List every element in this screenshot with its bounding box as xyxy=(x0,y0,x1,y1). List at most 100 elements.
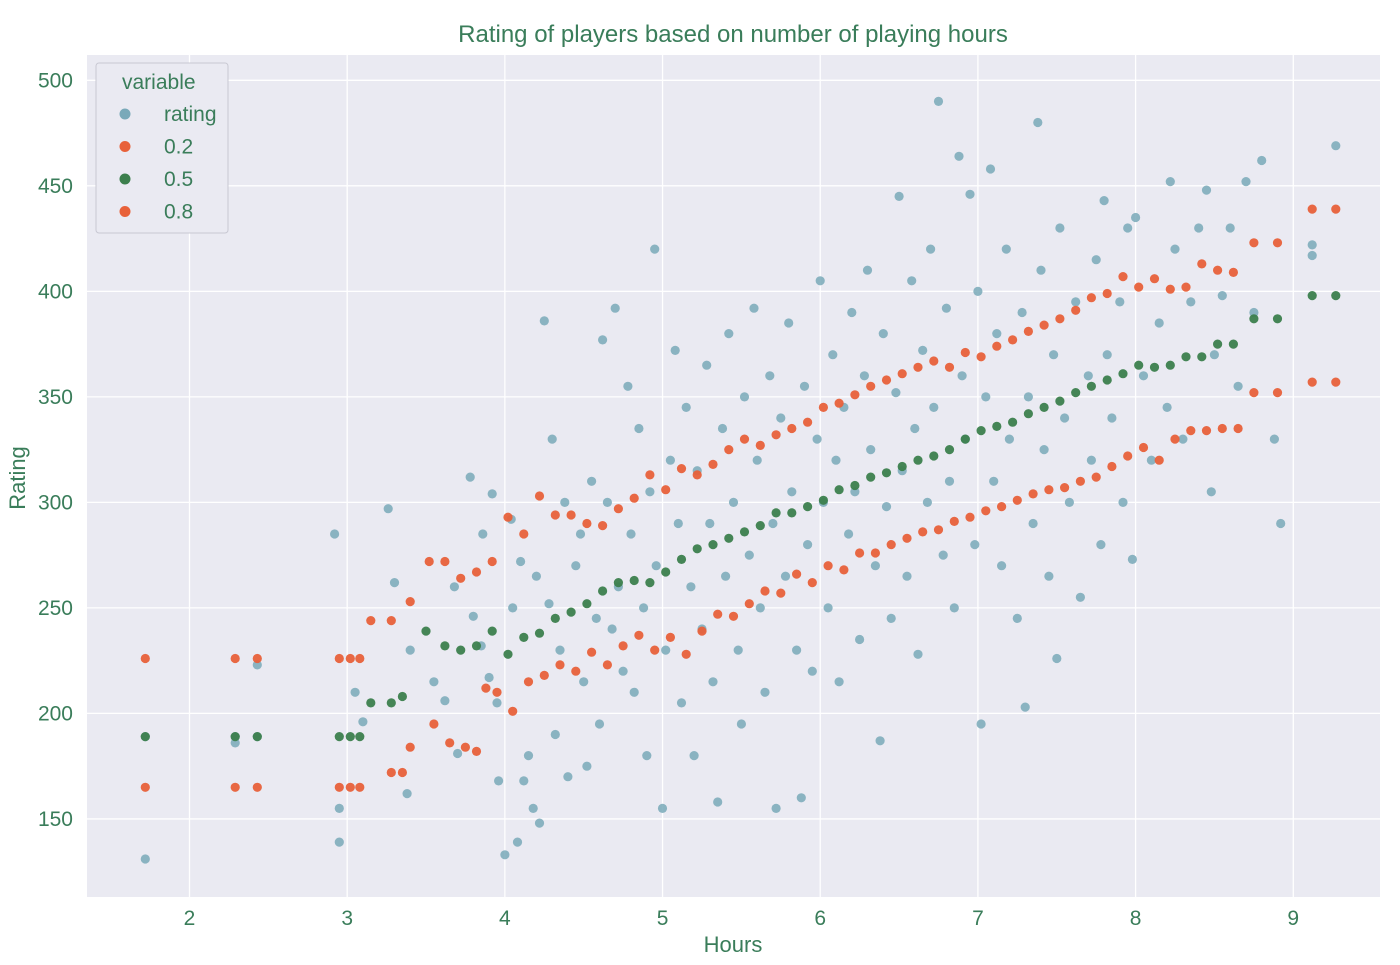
point-0-8 xyxy=(850,390,860,400)
point-0-2 xyxy=(523,677,534,687)
point-0-5 xyxy=(676,554,687,565)
point-rating xyxy=(550,729,560,740)
point-rating xyxy=(1165,177,1175,187)
point-rating xyxy=(1162,402,1172,412)
point-rating xyxy=(752,455,762,465)
point-rating xyxy=(623,381,633,391)
x-tick-label: 4 xyxy=(499,907,511,930)
point-rating xyxy=(449,582,459,592)
legend-box xyxy=(95,62,229,234)
point-0-8 xyxy=(1165,284,1175,294)
point-rating xyxy=(657,803,668,814)
point-0-2 xyxy=(728,611,739,621)
point-0-5 xyxy=(929,451,939,461)
point-rating xyxy=(965,189,975,199)
point-rating xyxy=(1269,434,1279,444)
point-0-8 xyxy=(424,556,434,567)
point-0-8 xyxy=(1023,326,1033,336)
point-0-5 xyxy=(1165,360,1175,370)
point-rating xyxy=(555,645,565,655)
point-0-8 xyxy=(1272,238,1283,248)
point-rating xyxy=(1146,455,1156,465)
point-0-2 xyxy=(997,502,1007,512)
point-rating xyxy=(453,748,463,759)
x-axis-label: Hours xyxy=(704,932,763,957)
point-rating xyxy=(1052,653,1062,664)
point-0-8 xyxy=(440,556,450,567)
point-rating xyxy=(803,540,813,550)
point-rating xyxy=(705,518,715,529)
point-rating xyxy=(944,476,955,486)
y-tick-label: 350 xyxy=(38,386,73,409)
point-0-8 xyxy=(487,556,497,567)
point-rating xyxy=(973,286,983,296)
point-rating xyxy=(534,818,545,828)
point-0-8 xyxy=(405,597,415,607)
point-0-8 xyxy=(503,512,513,522)
point-0-8 xyxy=(1307,204,1317,214)
point-rating xyxy=(405,645,415,655)
point-0-8 xyxy=(629,493,639,503)
point-rating xyxy=(728,497,739,507)
legend-label: 0.2 xyxy=(164,136,193,159)
point-rating xyxy=(1118,497,1128,507)
point-rating xyxy=(334,837,344,847)
point-0-2 xyxy=(539,670,549,681)
point-rating xyxy=(639,603,649,613)
point-0-5 xyxy=(913,455,923,465)
point-rating xyxy=(1086,455,1096,465)
point-0-2 xyxy=(140,782,150,792)
point-rating xyxy=(651,561,661,571)
point-0-5 xyxy=(944,445,955,455)
legend-marker xyxy=(119,206,131,217)
point-rating xyxy=(1276,518,1286,529)
x-tick-label: 7 xyxy=(972,907,984,930)
point-0-2 xyxy=(1091,472,1101,482)
point-rating xyxy=(922,497,933,507)
point-0-5 xyxy=(629,575,639,586)
point-0-2 xyxy=(334,782,344,792)
point-rating xyxy=(771,803,781,814)
point-rating xyxy=(926,244,936,254)
point-rating xyxy=(929,402,939,412)
point-0-5 xyxy=(1023,409,1033,419)
point-0-2 xyxy=(492,687,502,697)
grid-lines xyxy=(87,55,1380,897)
plot-background xyxy=(87,55,1380,897)
y-tick-label: 200 xyxy=(38,702,73,725)
point-0-2 xyxy=(650,645,660,655)
legend-label: rating xyxy=(164,103,217,126)
point-0-5 xyxy=(803,502,813,512)
point-0-8 xyxy=(929,356,939,366)
point-rating xyxy=(528,803,538,814)
point-rating xyxy=(1233,381,1243,391)
point-rating xyxy=(985,164,996,174)
point-rating xyxy=(721,571,731,581)
point-rating xyxy=(1206,487,1216,497)
point-rating xyxy=(784,318,794,328)
point-0-8 xyxy=(897,369,907,379)
point-0-2 xyxy=(1154,455,1164,465)
point-rating xyxy=(1217,291,1227,301)
point-0-8 xyxy=(582,518,592,529)
point-rating xyxy=(494,776,504,786)
point-0-5 xyxy=(992,421,1002,431)
y-tick-label: 150 xyxy=(38,808,73,831)
point-rating xyxy=(389,578,400,588)
point-0-5 xyxy=(1039,402,1049,412)
point-rating xyxy=(834,677,844,687)
point-rating xyxy=(610,303,620,313)
point-rating xyxy=(661,645,671,655)
point-rating xyxy=(878,329,888,339)
point-0-5 xyxy=(897,461,907,472)
point-0-5 xyxy=(645,578,655,588)
point-0-5 xyxy=(708,540,718,550)
x-tick-label: 5 xyxy=(657,907,669,930)
point-rating xyxy=(519,776,529,786)
point-rating xyxy=(792,645,802,655)
point-rating xyxy=(954,151,964,161)
point-rating xyxy=(938,550,948,560)
point-0-2 xyxy=(823,561,833,571)
point-rating xyxy=(1039,445,1049,455)
point-0-5 xyxy=(1149,362,1160,372)
